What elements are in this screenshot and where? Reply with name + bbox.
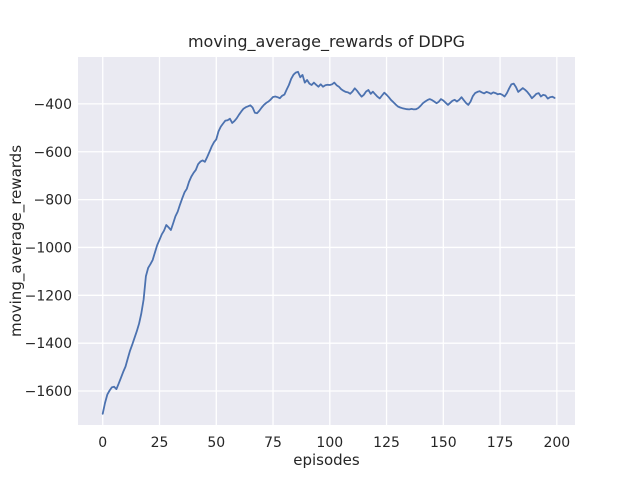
plot-background (78, 57, 575, 425)
x-tick-label: 75 (264, 435, 282, 451)
axes-area (78, 57, 575, 425)
x-tick-label: 175 (487, 435, 514, 451)
y-axis-label: moving_average_rewards (7, 144, 25, 338)
x-tick-label: 125 (373, 435, 400, 451)
data-series-line (101, 70, 556, 415)
y-tick-label: −400 (34, 97, 72, 113)
x-tick-label: 50 (207, 435, 225, 451)
y-tick-label: −1200 (25, 288, 72, 304)
y-tick-label: −800 (34, 193, 72, 209)
x-tick-labels: 0 25 50 75 100 125 150 175 200 (98, 435, 570, 451)
x-axis-label: episodes (293, 451, 360, 469)
reward-curve (101, 70, 556, 415)
y-tick-label: −1400 (25, 336, 72, 352)
grid-lines (78, 57, 575, 425)
y-tick-label: −1600 (25, 384, 72, 400)
x-tick-label: 25 (151, 435, 169, 451)
y-tick-labels: −400 −600 −800 −1000 −1200 −1400 −1600 (25, 97, 72, 400)
x-tick-label: 150 (430, 435, 457, 451)
x-tick-label: 200 (543, 435, 570, 451)
y-tick-label: −1000 (25, 240, 72, 256)
y-tick-label: −600 (34, 145, 72, 161)
x-tick-label: 100 (316, 435, 343, 451)
x-tick-label: 0 (98, 435, 107, 451)
chart-title: moving_average_rewards of DDPG (187, 32, 466, 51)
